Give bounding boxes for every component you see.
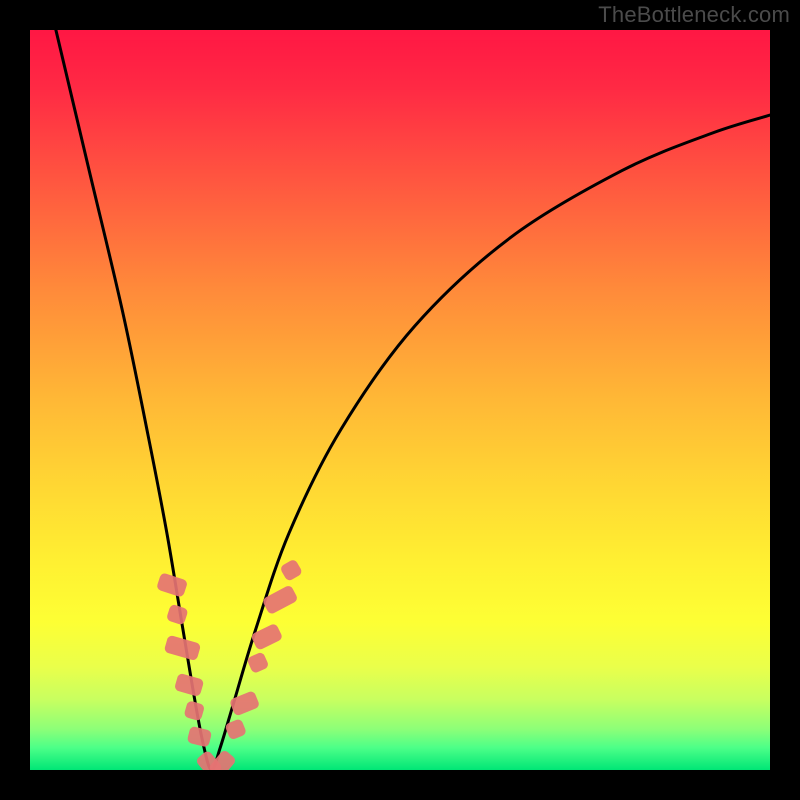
chart-root: TheBottleneck.com	[0, 0, 800, 800]
watermark-text: TheBottleneck.com	[598, 2, 790, 28]
chart-svg	[0, 0, 800, 800]
plot-area	[30, 30, 770, 779]
